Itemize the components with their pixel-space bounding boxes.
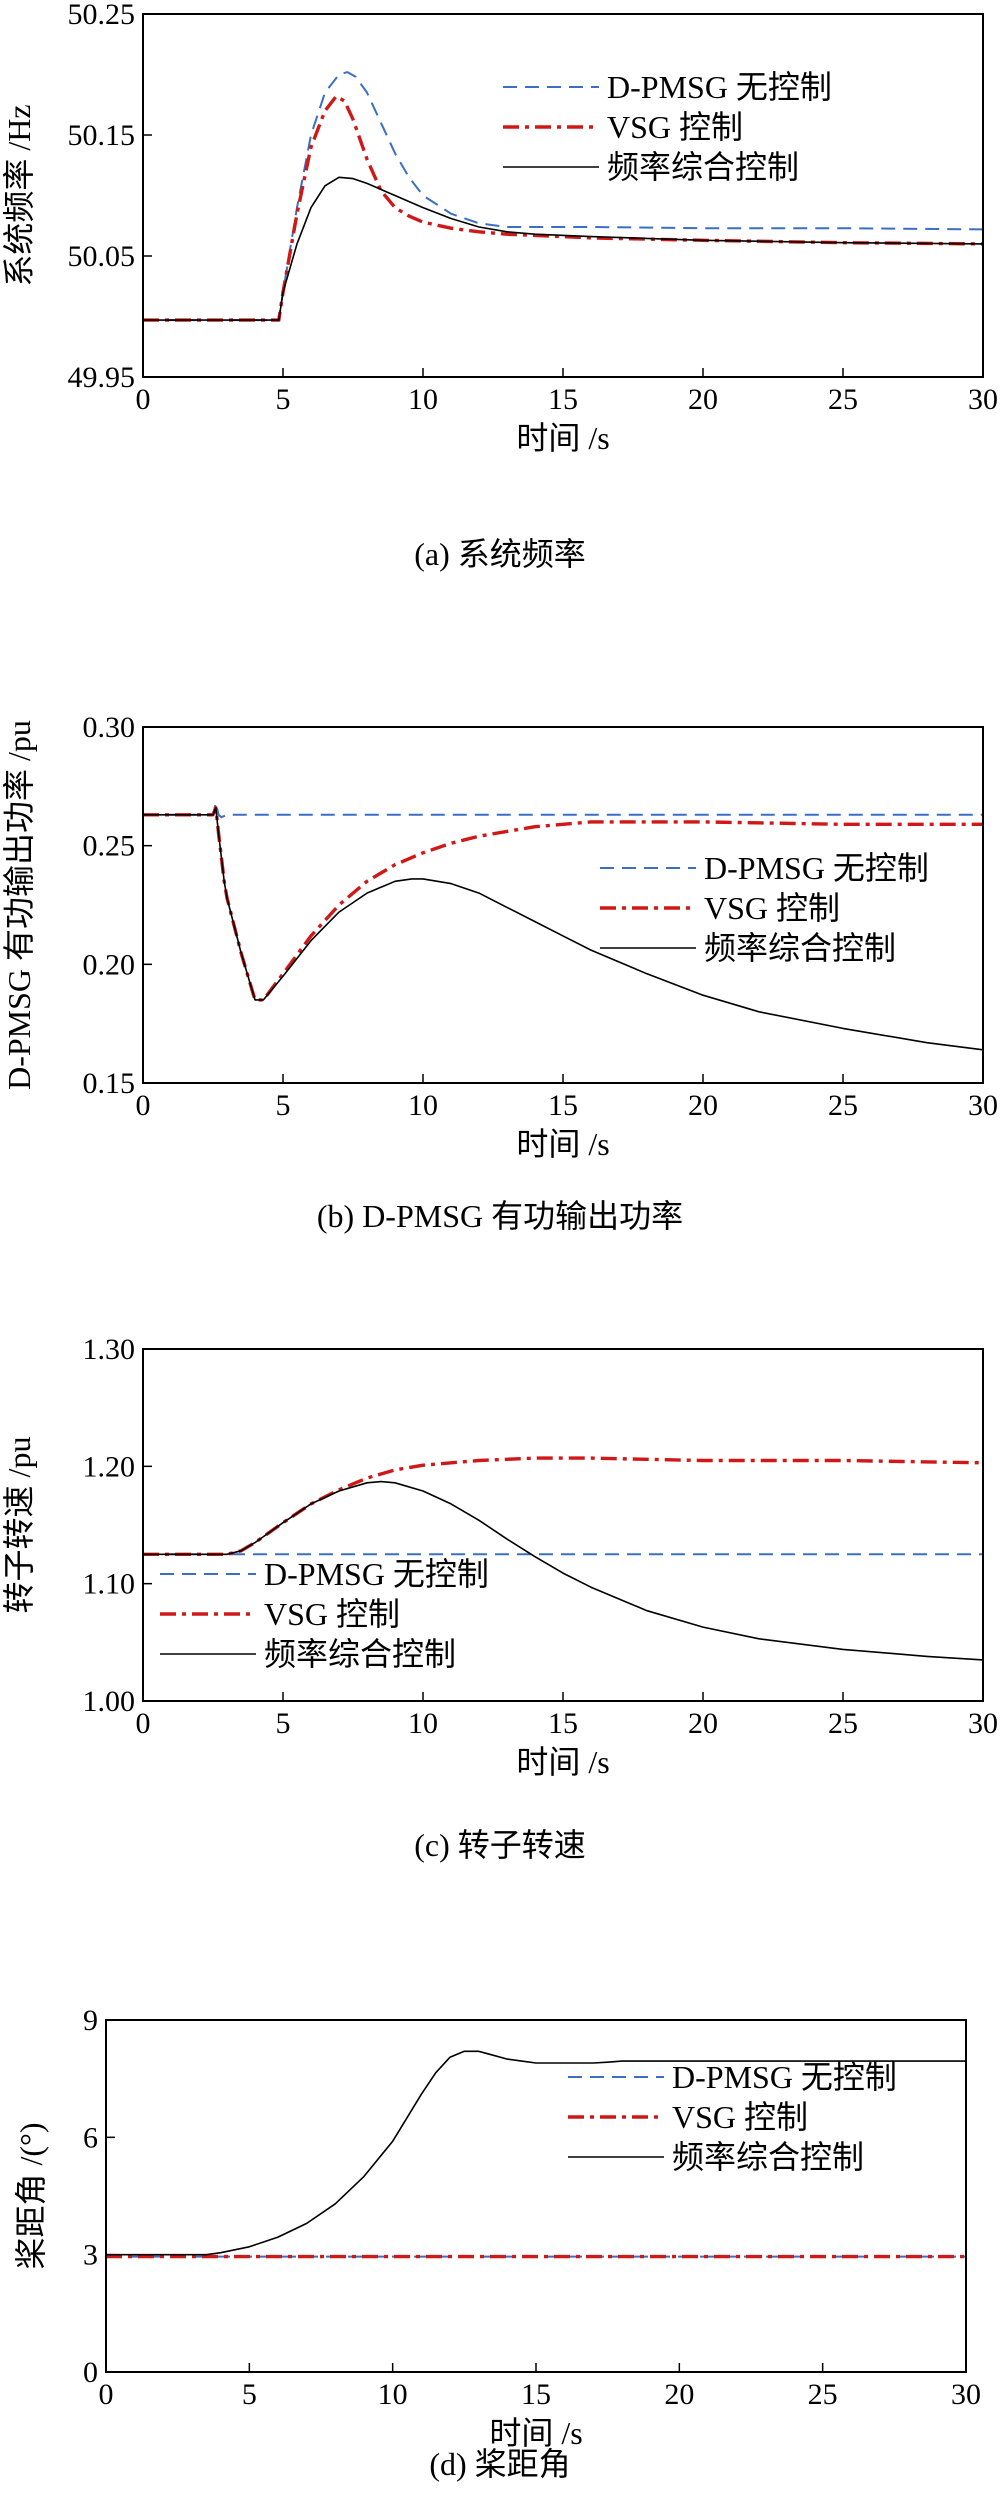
x-tick-label: 25 xyxy=(828,383,858,416)
x-tick-label: 10 xyxy=(408,1089,438,1122)
figure-caption: (c) 转子转速 xyxy=(414,1827,586,1863)
legend-label: 频率综合控制 xyxy=(672,2139,864,2175)
x-tick-label: 25 xyxy=(828,1707,858,1740)
x-tick-label: 5 xyxy=(276,383,291,416)
series-line-3 xyxy=(143,806,984,1051)
legend-label: D-PMSG 无控制 xyxy=(607,69,832,105)
legend-label: VSG 控制 xyxy=(672,2099,808,2135)
legend-label: D-PMSG 无控制 xyxy=(264,1556,489,1592)
series-line-2 xyxy=(143,1456,984,1557)
x-tick-label: 15 xyxy=(521,2378,551,2411)
chart-panel-4: 0 5 10 15 20 25 30 0 3 6 9 时间 /s 桨距角 /(°) D-PMSG 无控制 V… xyxy=(13,2004,981,2482)
x-tick-label: 10 xyxy=(408,383,438,416)
series-line-1 xyxy=(143,801,983,819)
legend-label: D-PMSG 无控制 xyxy=(672,2059,897,2095)
x-tick-label: 30 xyxy=(968,383,998,416)
chart-panel-3: 0 5 10 15 20 25 30 1.00 1.10 1.20 1.30 时间 /s 转子转速 /p… xyxy=(1,1333,998,1863)
x-tick-label: 0 xyxy=(136,1089,151,1122)
x-tick-label: 20 xyxy=(688,1089,718,1122)
series-line-2 xyxy=(143,94,984,322)
y-tick-label: 49.95 xyxy=(68,361,136,394)
x-tick-label: 25 xyxy=(828,1089,858,1122)
y-tick-label: 1.20 xyxy=(83,1450,136,1483)
x-tick-label: 15 xyxy=(548,383,578,416)
y-tick-label: 50.15 xyxy=(68,119,136,152)
y-tick-label: 50.05 xyxy=(68,240,136,273)
x-tick-label: 20 xyxy=(664,2378,694,2411)
y-tick-label: 0.25 xyxy=(83,830,136,863)
x-tick-label: 30 xyxy=(951,2378,981,2411)
figure-caption: (d) 桨距角 xyxy=(429,2446,570,2482)
x-tick-label: 20 xyxy=(688,383,718,416)
y-tick-label: 1.10 xyxy=(83,1568,136,1601)
y-axis-label: 系统频率 /Hz xyxy=(1,104,37,286)
x-tick-label: 30 xyxy=(968,1707,998,1740)
x-tick-label: 20 xyxy=(688,1707,718,1740)
legend-label: 频率综合控制 xyxy=(607,149,799,185)
legend-label: VSG 控制 xyxy=(704,890,840,926)
y-axis-label: 桨距角 /(°) xyxy=(13,2122,49,2269)
y-axis-label: 转子转速 /pu xyxy=(1,1437,37,1614)
series-line-2 xyxy=(143,806,983,1002)
x-axis-label: 时间 /s xyxy=(516,420,609,456)
x-tick-label: 25 xyxy=(808,2378,838,2411)
x-axis-label: 时间 /s xyxy=(489,2415,582,2451)
plot-frame xyxy=(142,726,984,1084)
x-tick-label: 10 xyxy=(378,2378,408,2411)
x-tick-label: 30 xyxy=(968,1089,998,1122)
y-tick-label: 1.00 xyxy=(83,1685,136,1718)
x-axis-label: 时间 /s xyxy=(516,1126,609,1162)
y-tick-label: 6 xyxy=(83,2121,98,2154)
x-tick-label: 5 xyxy=(242,2378,257,2411)
legend-label: D-PMSG 无控制 xyxy=(704,850,929,886)
x-tick-label: 0 xyxy=(99,2378,114,2411)
plot-frame xyxy=(142,13,984,378)
series-line-1 xyxy=(143,71,984,322)
series-line-3 xyxy=(106,2050,966,2256)
figure-caption: (a) 系统频率 xyxy=(414,536,586,572)
x-tick-label: 5 xyxy=(276,1089,291,1122)
figure-caption: (b) D-PMSG 有功输出功率 xyxy=(317,1198,683,1234)
y-tick-label: 9 xyxy=(83,2004,98,2037)
y-tick-label: 1.30 xyxy=(83,1333,136,1366)
x-tick-label: 5 xyxy=(276,1707,291,1740)
y-axis-label: D-PMSG 有功输出功率 /pu xyxy=(1,720,37,1090)
legend-label: 频率综合控制 xyxy=(704,930,896,966)
chart-panel-2: 0 5 10 15 20 25 30 0.15 0.20 0.25 0.30 时间 /s D-PMSG … xyxy=(1,711,998,1234)
series-line-3 xyxy=(143,176,984,321)
legend-label: VSG 控制 xyxy=(264,1596,400,1632)
legend-label: VSG 控制 xyxy=(607,109,743,145)
x-tick-label: 10 xyxy=(408,1707,438,1740)
x-tick-label: 0 xyxy=(136,1707,151,1740)
x-tick-label: 15 xyxy=(548,1707,578,1740)
y-tick-label: 0.15 xyxy=(83,1067,136,1100)
y-tick-label: 0 xyxy=(83,2356,98,2389)
y-tick-label: 0.30 xyxy=(83,711,136,744)
y-tick-label: 50.25 xyxy=(68,0,136,31)
y-tick-label: 0.20 xyxy=(83,948,136,981)
legend-label: 频率综合控制 xyxy=(264,1636,456,1672)
y-tick-label: 3 xyxy=(83,2239,98,2272)
series-line-3 xyxy=(143,1480,984,1661)
x-axis-label: 时间 /s xyxy=(516,1744,609,1780)
chart-panel-1: 0 5 10 15 20 25 30 49.95 50.05 50.15 50.25 时间 /s 系统频… xyxy=(1,0,998,572)
x-tick-label: 15 xyxy=(548,1089,578,1122)
x-tick-label: 0 xyxy=(136,383,151,416)
